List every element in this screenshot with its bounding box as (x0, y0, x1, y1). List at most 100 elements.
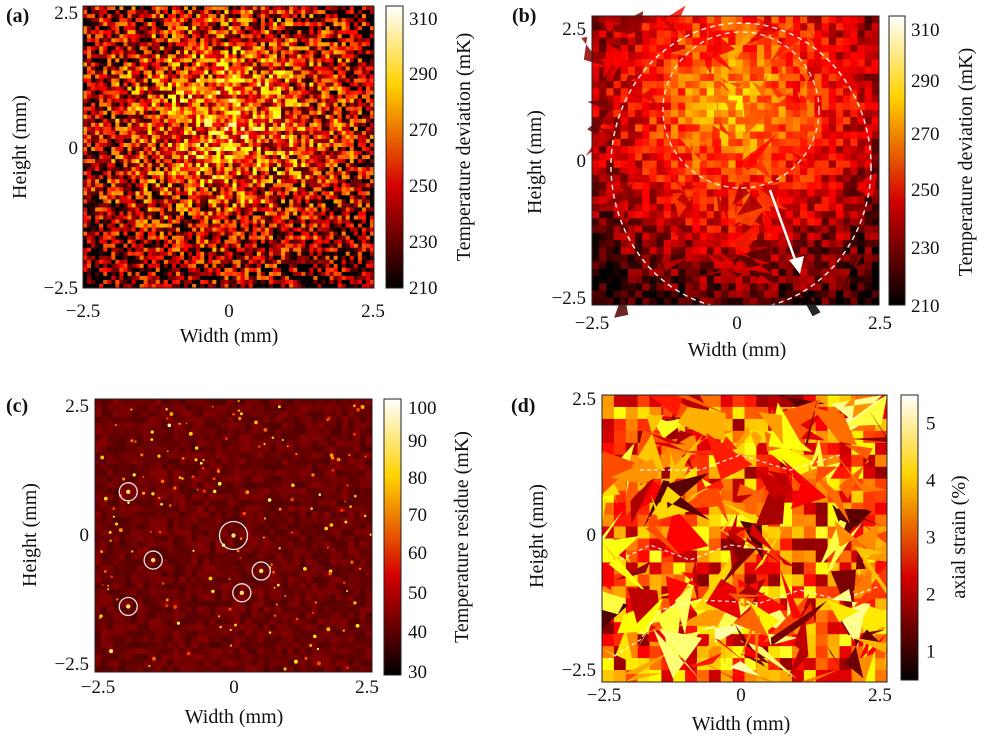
heatmap-cell-a (115, 122, 120, 128)
heatmap-cell-a (91, 30, 96, 35)
heatmap-cell-a (297, 235, 302, 241)
heatmap-cell-a (228, 18, 233, 23)
heatmap-cell-a (220, 275, 225, 281)
heatmap-cell-a (305, 159, 310, 164)
heatmap-cell-a (357, 215, 363, 220)
heatmap-cell-a (95, 155, 100, 160)
heatmap-cell-a (95, 134, 100, 140)
heatmap-cell-a (147, 38, 153, 43)
heatmap-cell-a (155, 171, 161, 176)
heatmap-cell-a (204, 110, 209, 116)
heatmap-cell-a (369, 70, 375, 75)
heatmap-cell-a (220, 134, 225, 140)
heatmap-cell-a (244, 203, 250, 208)
heatmap-cell-a (107, 255, 112, 261)
heatmap-cell-a (184, 122, 189, 128)
heatmap-cell-a (345, 239, 351, 245)
heatmap-cell-a (95, 26, 100, 31)
heatmap-cell-a (167, 38, 173, 43)
heatmap-cell-a (264, 46, 270, 51)
heatmap-cell-a (159, 251, 165, 257)
heatmap-cell-a (123, 203, 128, 208)
heatmap-cell-a (232, 54, 237, 59)
heatmap-cell-a (264, 223, 270, 228)
heatmap-cell-a (159, 62, 165, 67)
heatmap-cell-a (127, 271, 132, 277)
heatmap-cell-a (216, 94, 221, 100)
heatmap-cell-a (240, 167, 246, 172)
heatmap-cell-a (236, 134, 242, 140)
heatmap-cell-a (297, 130, 302, 136)
heatmap-cell-a (357, 142, 363, 148)
heatmap-cell-a (155, 38, 161, 43)
heatmap-cell-a (147, 98, 153, 104)
heatmap-cell-a (244, 263, 250, 269)
heatmap-cell-a (305, 98, 310, 104)
heatmap-cell-a (139, 114, 145, 120)
heatmap-cell-a (119, 138, 124, 144)
heatmap-cell-a (163, 74, 169, 79)
heatmap-cell-a (325, 70, 330, 75)
heatmap-cell-a (333, 110, 339, 116)
heatmap-cell-a (260, 163, 266, 168)
heatmap-cell-a (119, 14, 124, 19)
heatmap-cell-a (329, 239, 334, 245)
heatmap-cell-a (277, 203, 282, 208)
heatmap-cell-a (228, 6, 233, 11)
heatmap-cell-a (252, 215, 258, 220)
heatmap-cell-a (139, 279, 145, 285)
heatmap-cell-a (107, 251, 112, 257)
heatmap-cell-a (297, 90, 302, 96)
heatmap-cell-a (83, 203, 88, 208)
heatmap-cell-a (131, 267, 136, 273)
heatmap-cell-a (115, 78, 120, 83)
heatmap-cell-a (333, 18, 339, 23)
heatmap-cell-a (175, 159, 181, 164)
heatmap-cell-a (293, 239, 298, 245)
heatmap-cell-a (333, 159, 339, 164)
heatmap-cell-a (127, 78, 132, 83)
heatmap-cell-a (216, 50, 221, 55)
heatmap-cell-a (95, 175, 100, 180)
heatmap-cell-a (107, 42, 112, 47)
heatmap-cell-a (252, 235, 258, 241)
heatmap-cell-a (353, 195, 359, 200)
heatmap-cell-a (365, 138, 371, 144)
heatmap-cell-a (131, 183, 136, 188)
heatmap-cell-a (301, 231, 306, 237)
heatmap-cell-a (244, 98, 250, 104)
heatmap-cell-a (171, 26, 177, 31)
heatmap-cell-a (244, 74, 250, 79)
heatmap-cell-a (252, 183, 258, 188)
heatmap-cell-a (365, 114, 371, 120)
heatmap-cell-a (143, 283, 149, 289)
heatmap-cell-a (135, 219, 140, 224)
heatmap-cell-a (325, 138, 330, 144)
heatmap-cell-a (349, 122, 355, 128)
heatmap-cell-a (333, 239, 339, 245)
heatmap-cell-a (212, 147, 217, 152)
heatmap-cell-a (260, 235, 266, 241)
heatmap-cell-a (151, 126, 157, 132)
heatmap-cell-a (224, 231, 229, 237)
heatmap-cell-a (361, 70, 367, 75)
heatmap-cell-a (220, 203, 225, 208)
heatmap-cell-a (345, 155, 351, 160)
heatmap-cell-a (345, 171, 351, 176)
heatmap-cell-a (309, 74, 314, 79)
heatmap-cell-a (337, 251, 343, 257)
heatmap-cell-a (369, 114, 375, 120)
heatmap-cell-a (200, 22, 205, 27)
heatmap-cell-a (159, 159, 165, 164)
heatmap-cell-a (196, 275, 201, 281)
heatmap-cell-a (220, 199, 225, 204)
heatmap-cell-a (345, 54, 351, 59)
heatmap-cell-a (87, 66, 92, 71)
heatmap-cell-a (301, 62, 306, 67)
heatmap-cell-a (369, 243, 375, 249)
heatmap-cell-a (240, 38, 246, 43)
heatmap-cell-a (163, 215, 169, 220)
heatmap-cell-a (171, 235, 177, 241)
heatmap-cell-a (167, 106, 173, 112)
heatmap-cell-a (180, 6, 185, 11)
